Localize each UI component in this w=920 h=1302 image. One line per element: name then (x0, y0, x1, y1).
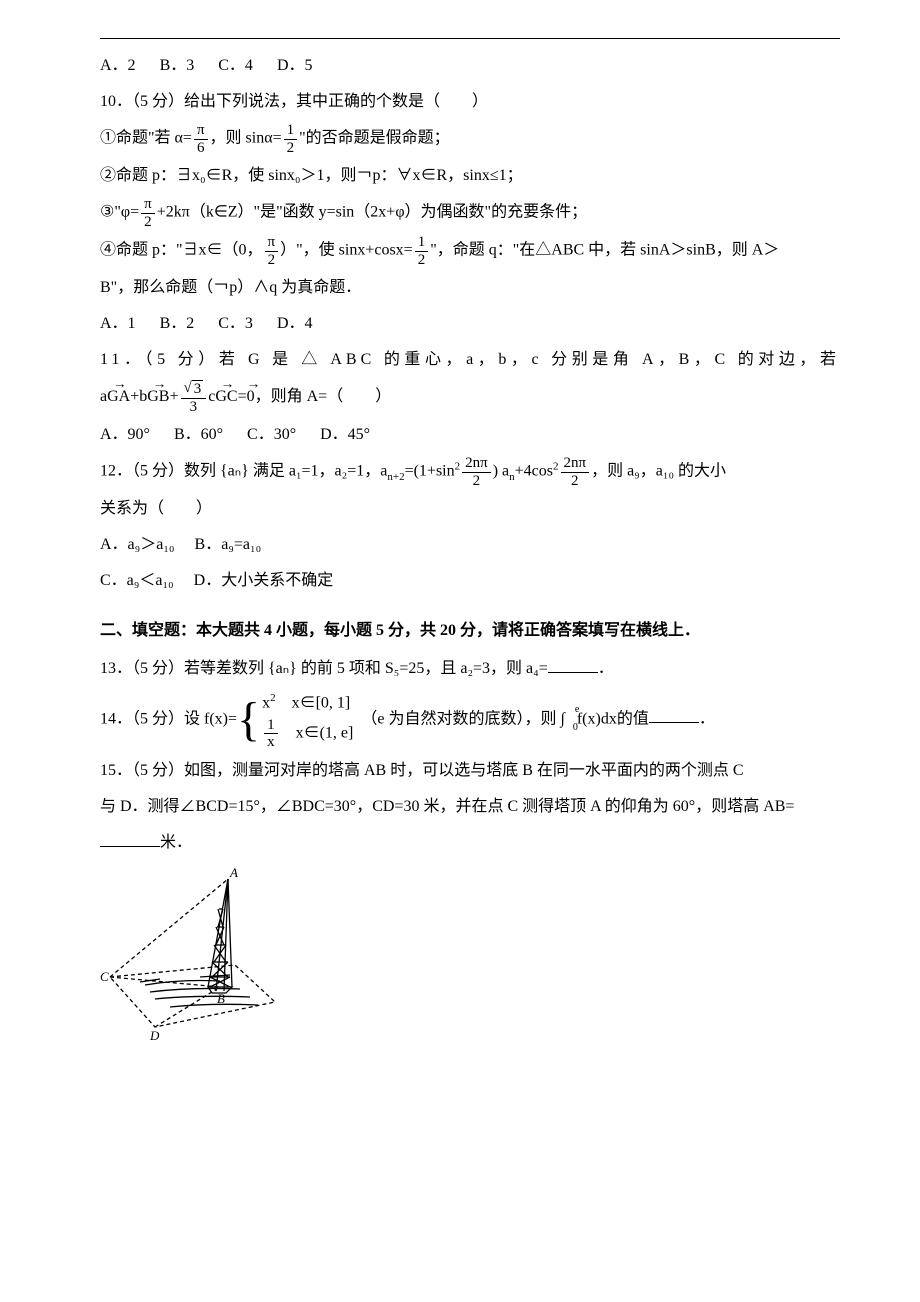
q15-line2: 与 D．测得∠BCD=15°，∠BDC=30°，CD=30 米，并在点 C 测得… (100, 791, 840, 823)
q10-line3-post: +2kπ（k∈Z）"是"函数 y=sin（2x+φ）为偶函数"的充要条件； (157, 204, 587, 221)
q12-stem-pre: 12．（5 分）数列 {aₙ} 满足 a₁=1，a₂=1， (100, 463, 380, 480)
q14-mid: （e 为自然对数的底数），则 ∫ (369, 710, 565, 727)
frac-pi-2-a: π2 (141, 196, 155, 230)
q11-c: c (208, 388, 215, 405)
label-c: C (100, 969, 109, 984)
q14: 14．（5 分）设 f(x)={ x2 x∈[0, 1] 1x x∈(1, e]… (100, 689, 840, 751)
q10-opt-a: A．1 (100, 315, 136, 332)
frac-2npi-2-b: 2nπ2 (561, 455, 590, 489)
frac-1-2-b: 12 (415, 234, 429, 268)
q10-line4: ④命题 p："∃x∈（0，π2）"，使 sinx+cosx=12"，命题 q："… (100, 234, 840, 268)
q13-blank (548, 657, 598, 673)
q10-opt-c: C．3 (218, 315, 253, 332)
q14-end: ． (699, 710, 715, 727)
q10-opt-b: B．2 (160, 315, 195, 332)
integral-limits: e0 (565, 704, 577, 736)
q12-stem-post: ，则 a₉，a₁₀ 的大小 (591, 463, 726, 480)
q11-opt-a: A．90° (100, 426, 150, 443)
q12-opt-a: A．a₉＞a₁₀ (100, 536, 175, 553)
q11-options: A．90° B．60° C．30° D．45° (100, 419, 840, 451)
q13: 13．（5 分）若等差数列 {aₙ} 的前 5 项和 S₅=25，且 a₂=3，… (100, 653, 840, 685)
q9-opt-d: D．5 (277, 57, 313, 74)
label-d: D (149, 1028, 160, 1042)
q9-opt-a: A．2 (100, 57, 136, 74)
frac-1-x: 1x (264, 717, 278, 751)
q11-opt-b: B．60° (174, 426, 223, 443)
frac-pi-2-b: π2 (265, 234, 279, 268)
label-a: A (229, 867, 238, 880)
piecewise-row2: 1x x∈(1, e] (262, 717, 353, 751)
q12-mid1: ) a (493, 463, 509, 480)
q13-post: ． (598, 660, 614, 677)
q11-stem: 11．（5 分）若 G 是 △ ABC 的重心，a，b，c 分别是角 A，B，C… (100, 344, 840, 376)
tower-figure: A B C D (100, 867, 295, 1042)
q9-opt-b: B．3 (160, 57, 195, 74)
q11-plusb: +b (130, 388, 147, 405)
q9-options: A．2 B．3 C．4 D．5 (100, 50, 840, 82)
q12-mid2: +4cos (515, 463, 553, 480)
vec-zero: 0 (247, 381, 255, 413)
q11-eq: = (238, 388, 247, 405)
frac-2npi-2-a: 2nπ2 (462, 455, 491, 489)
q12-sq2: 2 (553, 460, 559, 472)
q12-sq1: 2 (455, 460, 461, 472)
q12-eq: =(1+sin (405, 463, 455, 480)
q12-options-row1: A．a₉＞a₁₀ B．a₉=a₁₀ (100, 529, 840, 561)
q10-line1-post: "的否命题是假命题； (299, 130, 450, 147)
q15-blank (100, 831, 160, 847)
q11-end: ，则角 A=（ ） (255, 388, 392, 405)
q11-opt-c: C．30° (247, 426, 296, 443)
sqrt-3: √3 (184, 380, 204, 398)
q12-options-row2: C．a₉＜a₁₀ D．大小关系不确定 (100, 565, 840, 597)
vec-gc: GC (215, 381, 237, 413)
q11-opt-d: D．45° (320, 426, 370, 443)
vec-gb: GB (147, 381, 169, 413)
q12-stem: 12．（5 分）数列 {aₙ} 满足 a₁=1，a₂=1，an+2=(1+sin… (100, 455, 840, 489)
q12-sub-np2: n+2 (387, 471, 404, 483)
q12-opt-c: C．a₉＜a₁₀ (100, 572, 174, 589)
q10-opt-d: D．4 (277, 315, 313, 332)
q10-line1-pre: ①命题"若 α= (100, 130, 192, 147)
q12-opt-b: B．a₉=a₁₀ (195, 536, 262, 553)
q15-line1: 15．（5 分）如图，测量河对岸的塔高 AB 时，可以选与塔底 B 在同一水平面… (100, 755, 840, 787)
q10-line1-mid: ，则 sinα= (210, 130, 282, 147)
q10-line3-pre: ③"φ= (100, 204, 139, 221)
frac-sqrt3-3: √33 (181, 380, 207, 415)
q10-line1: ①命题"若 α=π6，则 sinα=12"的否命题是假命题； (100, 122, 840, 156)
frac-pi-6: π6 (194, 122, 208, 156)
q14-intbody: f(x)dx (577, 710, 617, 727)
section-2-heading: 二、填空题：本大题共 4 小题，每小题 5 分，共 20 分，请将正确答案填写在… (100, 615, 840, 647)
q15-line3: 米． (100, 827, 840, 859)
page-top-rule (100, 38, 840, 39)
q9-opt-c: C．4 (218, 57, 253, 74)
piecewise: x2 x∈[0, 1] 1x x∈(1, e] (262, 689, 353, 751)
piecewise-row1: x2 x∈[0, 1] (262, 689, 353, 717)
q10-line2: ②命题 p：∃x₀∈R，使 sinx₀＞1，则￢p：∀x∈R，sinx≤1； (100, 160, 840, 192)
label-b: B (217, 991, 225, 1006)
q13-pre: 13．（5 分）若等差数列 {aₙ} 的前 5 项和 S₅=25，且 a₂=3，… (100, 660, 548, 677)
q11-relation: aGA+bGB+√33cGC=0，则角 A=（ ） (100, 380, 840, 415)
q10-options: A．1 B．2 C．3 D．4 (100, 308, 840, 340)
q10-line3: ③"φ=π2+2kπ（k∈Z）"是"函数 y=sin（2x+φ）为偶函数"的充要… (100, 196, 840, 230)
vec-ga: GA (107, 381, 130, 413)
q10-line4-pre: ④命题 p："∃x∈（0， (100, 242, 263, 259)
q10-line4-mid: ）"，使 sinx+cosx= (280, 242, 413, 259)
q10-stem: 10．（5 分）给出下列说法，其中正确的个数是（ ） (100, 86, 840, 118)
frac-1-2-a: 12 (284, 122, 298, 156)
q11-plus2: + (169, 388, 178, 405)
q14-post: 的值 (617, 710, 649, 727)
q14-pre: 14．（5 分）设 f(x)= (100, 710, 237, 727)
q10-line5: B"，那么命题（￢p）∧q 为真命题． (100, 272, 840, 304)
q14-blank (649, 707, 699, 723)
q12-stem-line2: 关系为（ ） (100, 493, 840, 525)
q10-line4-post: "，命题 q："在△ABC 中，若 sinA＞sinB，则 A＞ (430, 242, 779, 259)
q11-a: a (100, 388, 107, 405)
q12-opt-d: D．大小关系不确定 (194, 572, 334, 589)
brace-icon: { (237, 696, 260, 744)
